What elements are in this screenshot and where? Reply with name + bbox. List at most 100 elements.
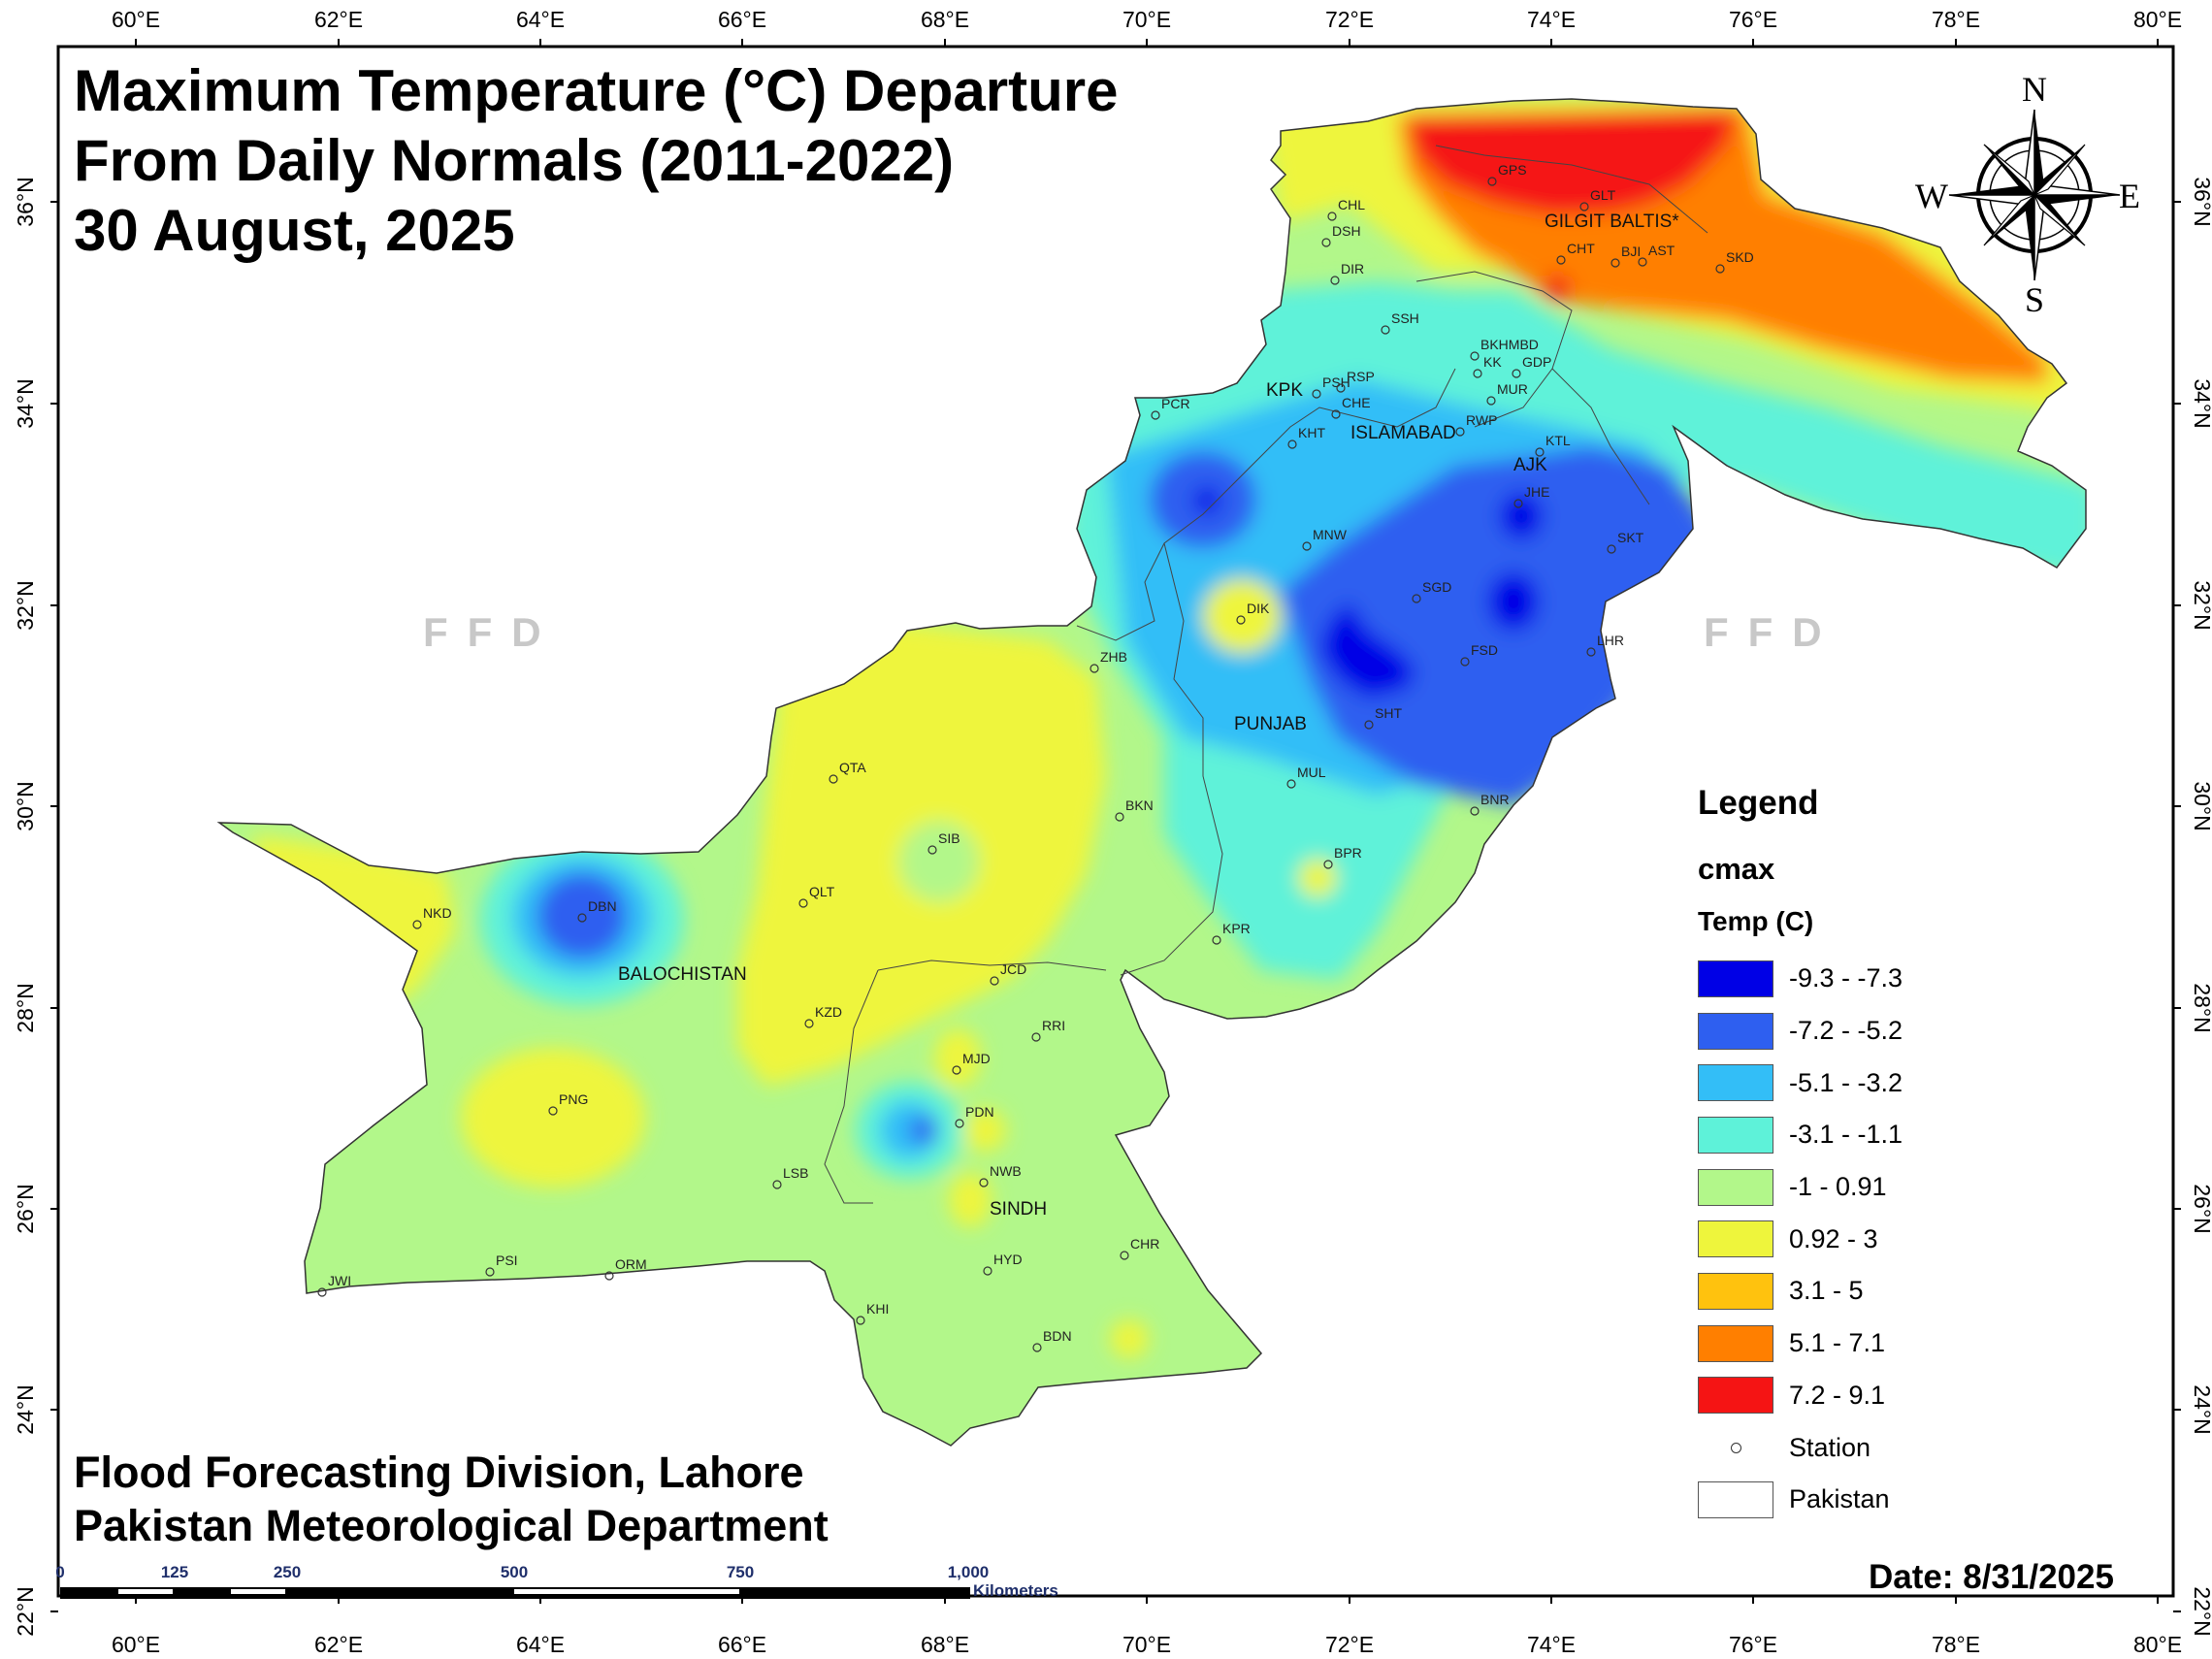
station-label: SKT	[1617, 530, 1644, 545]
station-marker	[983, 1266, 992, 1276]
province-boundaries	[824, 145, 1708, 1204]
lon-label-top: 76°E	[1729, 7, 1777, 32]
region-label: SINDH	[990, 1199, 1047, 1220]
station-marker	[829, 774, 838, 784]
region-label: KPK	[1266, 380, 1303, 401]
lon-label-top: 66°E	[718, 7, 766, 32]
lon-label-top: 74°E	[1527, 7, 1576, 32]
station-marker	[1486, 396, 1496, 406]
legend-classes: -9.3 - -7.3 -7.2 - -5.2 -5.1 - -3.2 -3.1 - …	[1698, 953, 1950, 1421]
station-marker	[1330, 276, 1340, 285]
credits: Flood Forecasting Division, Lahore Pakis…	[74, 1446, 829, 1552]
scale-label: 0	[55, 1563, 64, 1581]
legend-unit: Temp (C)	[1698, 906, 1814, 936]
station-marker	[317, 1287, 327, 1297]
station-label: CHT	[1567, 241, 1595, 256]
pakistan-boundary	[216, 98, 2087, 1447]
region-label: GILGIT BALTIS*	[1545, 211, 1679, 232]
title-line: 30 August, 2025	[74, 198, 515, 263]
watermark-left: FFD	[423, 609, 561, 655]
compass-west-label: W	[1915, 177, 1948, 215]
station-marker	[952, 1065, 961, 1075]
lon-label-top: 80°E	[2133, 7, 2182, 32]
lon-label-bottom: 64°E	[516, 1632, 565, 1657]
legend-class-label: -5.1 - -3.2	[1789, 1067, 1903, 1097]
station-label: QLT	[809, 884, 835, 899]
legend-class-row: -7.2 - -5.2	[1698, 1005, 1950, 1057]
station-label: BJI	[1621, 244, 1641, 259]
station-label: PNG	[559, 1091, 588, 1107]
station-marker	[604, 1271, 614, 1281]
station-marker	[1473, 369, 1482, 378]
legend-swatch	[1698, 960, 1773, 997]
lat-label-right: 30°N	[2190, 781, 2212, 830]
legend-class-row: -3.1 - -1.1	[1698, 1109, 1950, 1161]
station-marker	[772, 1180, 782, 1189]
lat-label-left: 24°N	[13, 1384, 38, 1434]
title-line: From Daily Normals (2011-2022)	[74, 128, 955, 193]
station-marker	[1535, 447, 1545, 457]
lat-label-left: 30°N	[13, 781, 38, 830]
station-label: JWI	[328, 1273, 351, 1288]
scale-label: 1,000	[948, 1563, 990, 1581]
lon-label-top: 72°E	[1325, 7, 1374, 32]
legend-class-row: 3.1 - 5	[1698, 1265, 1950, 1317]
station-marker	[1312, 389, 1321, 399]
lon-label-bottom: 78°E	[1932, 1632, 1980, 1657]
station-marker	[1287, 439, 1297, 449]
scale-label: 250	[274, 1563, 301, 1581]
station-label: BDN	[1043, 1328, 1072, 1344]
station-label: SKD	[1726, 249, 1754, 265]
station-marker	[955, 1119, 964, 1128]
lat-label-right: 36°N	[2190, 177, 2212, 226]
station-marker	[1610, 258, 1620, 268]
station-marker	[1579, 202, 1589, 211]
station-marker	[1412, 594, 1421, 603]
station-label: LHR	[1597, 633, 1624, 648]
region-label: AJK	[1513, 455, 1547, 475]
station-label: BPR	[1334, 845, 1362, 861]
station-marker	[1327, 211, 1337, 221]
lat-label-left: 36°N	[13, 177, 38, 226]
station-label: DIK	[1247, 601, 1270, 616]
title-line: Maximum Temperature (°C) Departure	[74, 58, 1119, 123]
station-label: CHR	[1130, 1236, 1159, 1252]
station-marker	[485, 1267, 495, 1277]
station-label: LSB	[783, 1165, 808, 1181]
legend-swatch	[1698, 1168, 1773, 1206]
station-marker	[1487, 177, 1497, 186]
station-marker	[1460, 657, 1470, 667]
station-marker	[1302, 541, 1312, 551]
legend-swatch	[1698, 1377, 1773, 1415]
lon-label-bottom: 68°E	[921, 1632, 969, 1657]
compass-east-label: E	[2119, 177, 2140, 215]
station-label: BKHMBD	[1480, 337, 1539, 352]
station-marker	[1115, 812, 1124, 822]
station-label: SGD	[1422, 579, 1451, 595]
station-label: PSH	[1322, 374, 1350, 390]
legend: Legend cmax Temp (C) -9.3 - -7.3 -7.2 - -…	[1698, 784, 1950, 1526]
scale-label: 125	[161, 1563, 188, 1581]
station-marker	[990, 976, 999, 986]
station-marker	[1556, 255, 1566, 265]
legend-station-label: Station	[1789, 1432, 1871, 1462]
map-title: Maximum Temperature (°C) Departure From …	[74, 56, 1118, 266]
station-label: PSI	[496, 1252, 518, 1268]
scale-bar: 0 125 250 500 750 1,000 Kilometers	[55, 1563, 1058, 1600]
station-label: QTA	[839, 760, 866, 775]
station-symbol-icon	[1698, 1442, 1773, 1453]
station-marker	[1715, 264, 1725, 274]
station-label: JCD	[1000, 961, 1026, 977]
station-label: KHT	[1298, 425, 1325, 440]
latitude-axis: 22°N 24°N 26°N 28°N 30°N 32°N 34°N 36°N 22°N 24°…	[13, 177, 2212, 1636]
legend-field: cmax	[1698, 852, 1775, 886]
station-label: KZD	[815, 1004, 842, 1020]
legend-class-label: 3.1 - 5	[1789, 1276, 1864, 1306]
station-label: HYD	[993, 1252, 1023, 1267]
station-marker	[1512, 369, 1521, 378]
lon-label-bottom: 80°E	[2133, 1632, 2182, 1657]
station-label: RRI	[1042, 1018, 1065, 1033]
lat-label-left: 32°N	[13, 580, 38, 630]
lat-label-right: 22°N	[2190, 1586, 2212, 1636]
region-label: BALOCHISTAN	[618, 964, 747, 985]
